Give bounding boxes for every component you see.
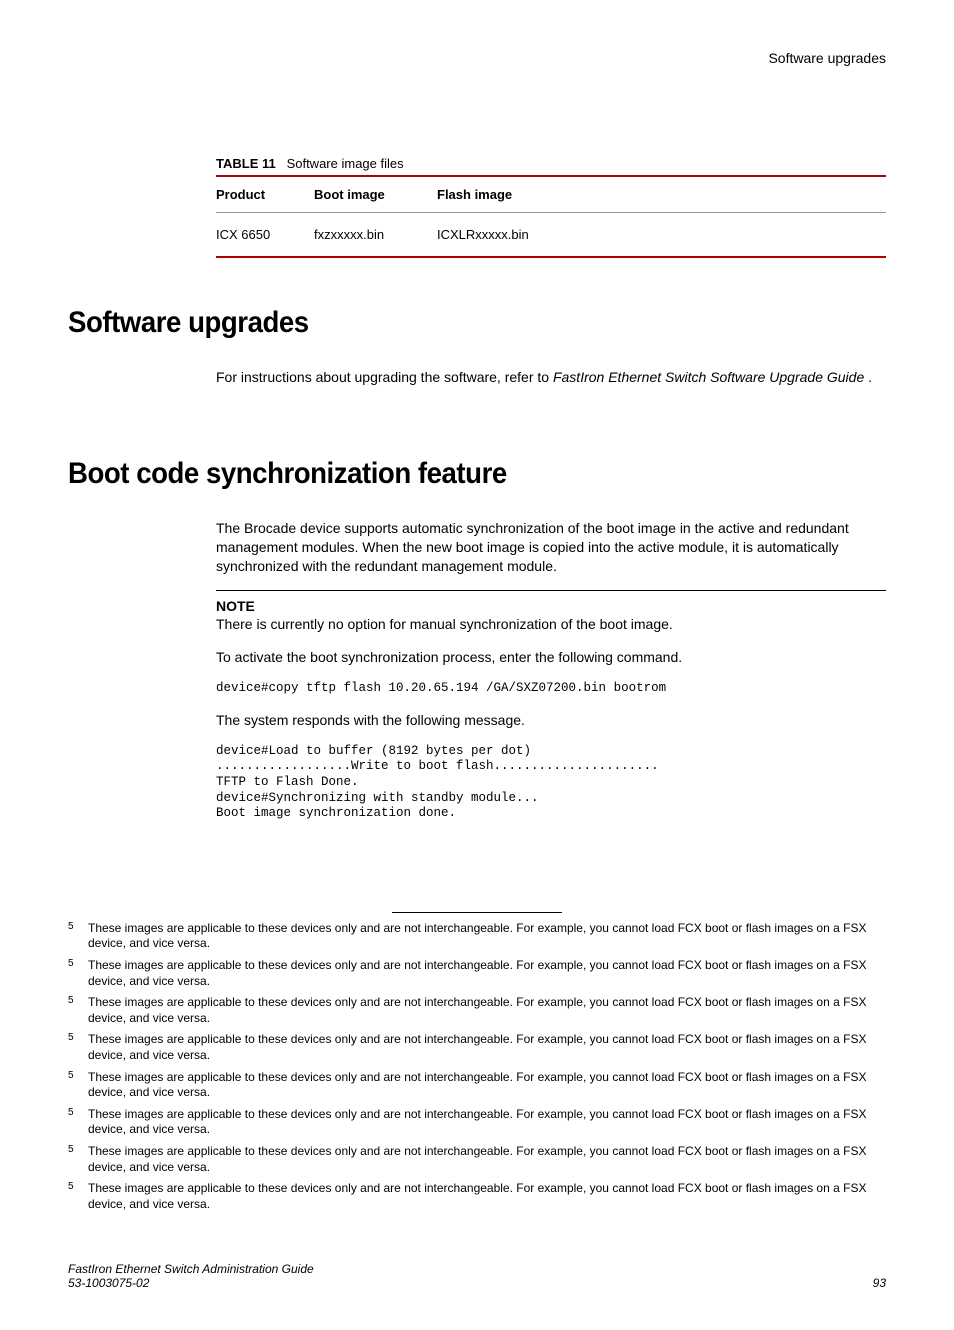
footnote-row: 5 These images are applicable to these d… <box>68 1032 886 1063</box>
footnote-number: 5 <box>68 920 88 951</box>
footnote-text: These images are applicable to these dev… <box>88 1032 886 1063</box>
footnote-number: 5 <box>68 994 88 1025</box>
paragraph: For instructions about upgrading the sof… <box>216 368 886 387</box>
footer-doc-title: FastIron Ethernet Switch Administration … <box>68 1262 314 1276</box>
section-1-body: For instructions about upgrading the sof… <box>216 368 886 387</box>
footnote-text: These images are applicable to these dev… <box>88 1070 886 1101</box>
paragraph: The system responds with the following m… <box>216 711 886 730</box>
footer-doc-number: 53-1003075-02 <box>68 1276 314 1290</box>
footnotes: 5 These images are applicable to these d… <box>68 921 886 1213</box>
note-label: NOTE <box>216 597 886 616</box>
td-boot: fxzxxxxx.bin <box>314 213 437 258</box>
footer-page-number: 93 <box>873 1276 886 1290</box>
table-11: TABLE 11 Software image files Product Bo… <box>216 156 886 258</box>
footnote-row: 5 These images are applicable to these d… <box>68 995 886 1026</box>
heading-boot-code-sync: Boot code synchronization feature <box>68 457 821 491</box>
table-caption-label: TABLE 11 <box>216 156 276 171</box>
note-rule <box>216 590 886 591</box>
footnote-row: 5 These images are applicable to these d… <box>68 958 886 989</box>
td-product: ICX 6650 <box>216 213 314 258</box>
page: Software upgrades TABLE 11 Software imag… <box>0 0 954 1330</box>
footnote-row: 5 These images are applicable to these d… <box>68 1070 886 1101</box>
footnote-text: These images are applicable to these dev… <box>88 958 886 989</box>
paragraph: The Brocade device supports automatic sy… <box>216 519 886 576</box>
footnote-number: 5 <box>68 1106 88 1137</box>
note-block: NOTE There is currently no option for ma… <box>216 590 886 635</box>
text: For instructions about upgrading the sof… <box>216 369 553 385</box>
heading-software-upgrades: Software upgrades <box>68 306 821 340</box>
footnote-separator <box>392 912 562 913</box>
code-block: device#copy tftp flash 10.20.65.194 /GA/… <box>216 681 886 697</box>
page-header-right: Software upgrades <box>68 50 886 66</box>
footnote-text: These images are applicable to these dev… <box>88 1107 886 1138</box>
footnote-text: These images are applicable to these dev… <box>88 995 886 1026</box>
th-product: Product <box>216 176 314 213</box>
table-header-row: Product Boot image Flash image <box>216 176 886 213</box>
th-flash-image: Flash image <box>437 176 886 213</box>
footnote-number: 5 <box>68 1031 88 1062</box>
footnote-number: 5 <box>68 1143 88 1174</box>
footnote-text: These images are applicable to these dev… <box>88 921 886 952</box>
footnote-row: 5 These images are applicable to these d… <box>68 1144 886 1175</box>
reference-title: FastIron Ethernet Switch Software Upgrad… <box>553 369 864 385</box>
software-image-table: Product Boot image Flash image ICX 6650 … <box>216 175 886 258</box>
note-text: There is currently no option for manual … <box>216 615 886 634</box>
code-block: device#Load to buffer (8192 bytes per do… <box>216 744 886 822</box>
table-row: ICX 6650 fxzxxxxx.bin ICXLRxxxxx.bin <box>216 213 886 258</box>
footnote-row: 5 These images are applicable to these d… <box>68 1181 886 1212</box>
table-caption-text: Software image files <box>287 156 404 171</box>
footnote-number: 5 <box>68 1069 88 1100</box>
th-boot-image: Boot image <box>314 176 437 213</box>
footnote-number: 5 <box>68 957 88 988</box>
section-2-body: The Brocade device supports automatic sy… <box>216 519 886 822</box>
page-footer: FastIron Ethernet Switch Administration … <box>68 1262 886 1290</box>
footnote-row: 5 These images are applicable to these d… <box>68 1107 886 1138</box>
footer-left: FastIron Ethernet Switch Administration … <box>68 1262 314 1290</box>
table-caption: TABLE 11 Software image files <box>216 156 886 171</box>
text: . <box>864 369 872 385</box>
footnote-row: 5 These images are applicable to these d… <box>68 921 886 952</box>
td-flash: ICXLRxxxxx.bin <box>437 213 886 258</box>
footnote-text: These images are applicable to these dev… <box>88 1181 886 1212</box>
footnote-number: 5 <box>68 1180 88 1211</box>
footnote-text: These images are applicable to these dev… <box>88 1144 886 1175</box>
paragraph: To activate the boot synchronization pro… <box>216 648 886 667</box>
